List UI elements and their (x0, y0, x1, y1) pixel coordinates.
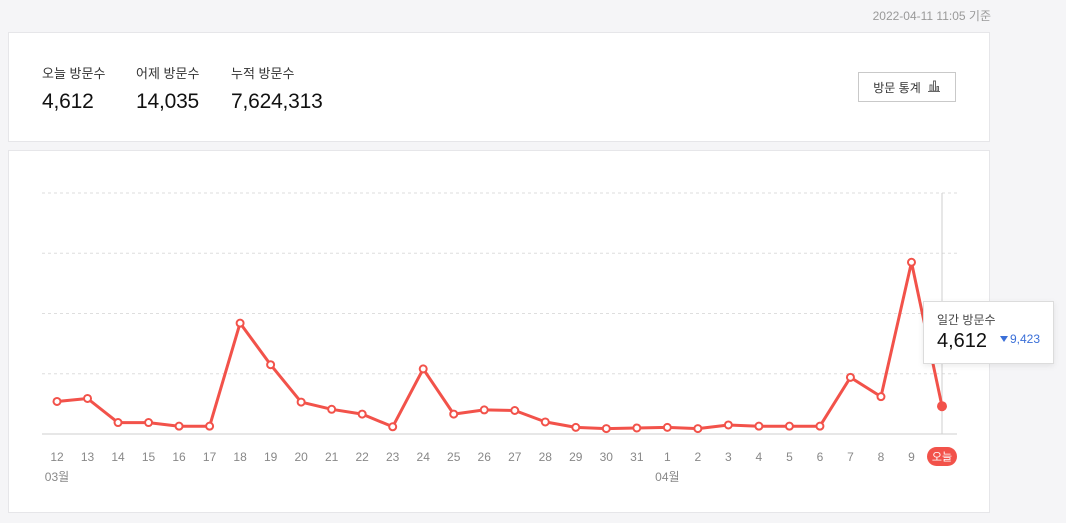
daily-visits-tooltip: 일간 방문수 4,612 9,423 (923, 301, 1054, 364)
tooltip-delta-value: 9,423 (1010, 332, 1041, 346)
x-tick-label: 2 (695, 450, 702, 464)
data-point (174, 421, 184, 431)
yesterday-visits-label: 어제 방문수 (136, 66, 200, 81)
today-visits: 오늘 방문수 4,612 (42, 63, 105, 114)
visit-stats-button[interactable]: 방문 통계 (858, 72, 956, 102)
tooltip-delta: 9,423 (1000, 332, 1040, 346)
data-point (876, 392, 886, 402)
data-point (327, 404, 337, 414)
data-point (540, 417, 550, 427)
x-tick-label: 13 (81, 450, 95, 464)
x-tick-label: 12 (50, 450, 64, 464)
tooltip-value: 4,612 (937, 330, 988, 352)
x-tick-label: 1 (664, 450, 671, 464)
x-tick-label: 20 (294, 450, 308, 464)
x-tick-label: 18 (233, 450, 247, 464)
data-point (144, 418, 154, 428)
data-point (693, 424, 703, 434)
data-point (52, 396, 62, 406)
x-tick-label: 15 (142, 450, 156, 464)
x-tick-label: 19 (264, 450, 278, 464)
data-point (784, 421, 794, 431)
x-tick-label: 4 (756, 450, 763, 464)
x-tick-label: 25 (447, 450, 461, 464)
x-tick-label: 6 (817, 450, 824, 464)
tooltip-label: 일간 방문수 (937, 313, 996, 327)
data-point (235, 318, 245, 328)
data-point (906, 257, 916, 267)
x-tick-label: 23 (386, 450, 400, 464)
data-point (845, 372, 855, 382)
data-point (571, 422, 581, 432)
data-point (754, 421, 764, 431)
data-point (479, 405, 489, 415)
today-visits-value: 4,612 (42, 90, 94, 113)
data-point (83, 393, 93, 403)
x-tick-label: 26 (478, 450, 492, 464)
visits-chart-card: 12 13 14 15 16 17 18 19 20 21 22 23 24 25 26 27 28 29 30 31… (8, 150, 1054, 513)
data-point (388, 422, 398, 432)
data-point (449, 409, 459, 419)
data-point (113, 418, 123, 428)
data-point (418, 364, 428, 374)
x-tick-label: 24 (417, 450, 431, 464)
x-tick-label: 8 (878, 450, 885, 464)
total-visits: 누적 방문수 7,624,313 (231, 63, 323, 114)
x-tick-label: 14 (111, 450, 125, 464)
visits-line-chart: 12 13 14 15 16 17 18 19 20 21 22 23 24 25 26 27 28 29 30 31… (42, 192, 957, 484)
data-point (662, 422, 672, 432)
data-point (357, 409, 367, 419)
data-point (601, 424, 611, 434)
x-tick-label: 22 (355, 450, 369, 464)
month-label: 04월 (655, 470, 679, 484)
data-point (296, 397, 306, 407)
bar-chart-icon (927, 80, 941, 95)
total-visits-value: 7,624,313 (231, 90, 323, 113)
today-visits-label: 오늘 방문수 (42, 66, 106, 81)
x-tick-label: 9 (908, 450, 915, 464)
x-tick-label: 3 (725, 450, 732, 464)
data-point (510, 406, 520, 416)
x-tick-label: 7 (847, 450, 854, 464)
data-point (723, 420, 733, 430)
total-visits-label: 누적 방문수 (231, 66, 295, 81)
yesterday-visits-value: 14,035 (136, 90, 200, 113)
month-label: 03월 (45, 470, 69, 484)
data-point (205, 421, 215, 431)
x-tick-label: 29 (569, 450, 583, 464)
series-line (55, 260, 944, 431)
data-point (632, 423, 642, 433)
x-tick-label: 16 (172, 450, 186, 464)
x-tick-label: 21 (325, 450, 339, 464)
data-point-highlighted (937, 401, 947, 412)
x-tick-label: 17 (203, 450, 217, 464)
x-tick-label: 30 (600, 450, 614, 464)
summary-card: 오늘 방문수 4,612 어제 방문수 14,035 누적 방문수 7,624,… (8, 32, 990, 142)
x-tick-label: 27 (508, 450, 522, 464)
data-point (815, 421, 825, 431)
x-tick-label-today: 오늘 (932, 451, 952, 464)
today-badge (927, 447, 957, 466)
x-tick-label: 31 (630, 450, 644, 464)
x-tick-label: 5 (786, 450, 793, 464)
triangle-down-icon (1000, 336, 1008, 342)
visit-stats-button-label: 방문 통계 (873, 80, 921, 95)
data-point (266, 360, 276, 370)
x-tick-label: 28 (539, 450, 553, 464)
yesterday-visits: 어제 방문수 14,035 (136, 63, 199, 114)
timestamp: 2022-04-11 11:05 기준 (872, 9, 991, 23)
